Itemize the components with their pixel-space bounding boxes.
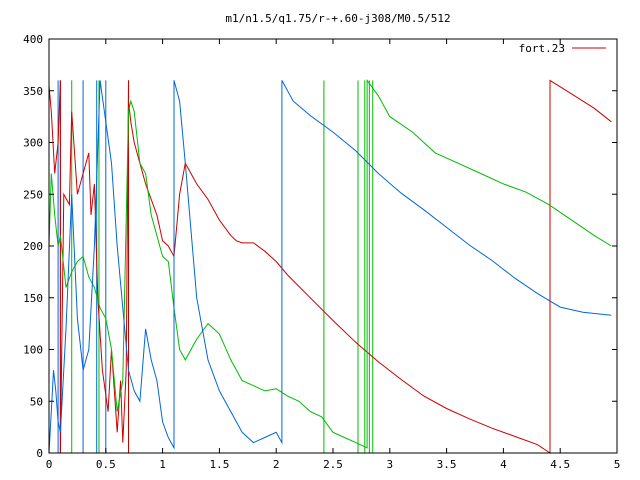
x-tick-label: 4.5: [550, 458, 570, 471]
x-tick-label: 0: [46, 458, 53, 471]
legend-label: fort.23: [519, 42, 565, 55]
legend: fort.23: [519, 42, 606, 55]
x-tick-label: 1.5: [209, 458, 229, 471]
x-tick-label: 2: [273, 458, 280, 471]
x-tick-label: 3: [386, 458, 393, 471]
x-tick-label: 2.5: [323, 458, 343, 471]
y-tick-label: 200: [23, 240, 43, 253]
x-tick-label: 4: [500, 458, 507, 471]
y-tick-label: 0: [36, 447, 43, 460]
series-line-0: [48, 79, 612, 454]
y-tick-label: 250: [23, 188, 43, 201]
x-tick-label: 5: [614, 458, 621, 471]
x-tick-label: 3.5: [437, 458, 457, 471]
y-tick-label: 300: [23, 137, 43, 150]
series-layer: [48, 78, 612, 454]
y-tick-label: 100: [23, 344, 43, 357]
x-tick-label: 1: [159, 458, 166, 471]
series-line-2: [48, 80, 612, 454]
axes-layer: 0 0.5 1 1.5 2 2.5 3 3.5 4 4.5 50501001502002503003…: [23, 33, 620, 471]
y-tick-label: 50: [30, 395, 43, 408]
x-tick-label: 0.5: [96, 458, 116, 471]
y-tick-label: 400: [23, 33, 43, 46]
y-tick-label: 150: [23, 292, 43, 305]
chart-title: m1/n1.5/q1.75/r-+.60-j308/M0.5/512: [225, 12, 450, 25]
y-tick-label: 350: [23, 85, 43, 98]
